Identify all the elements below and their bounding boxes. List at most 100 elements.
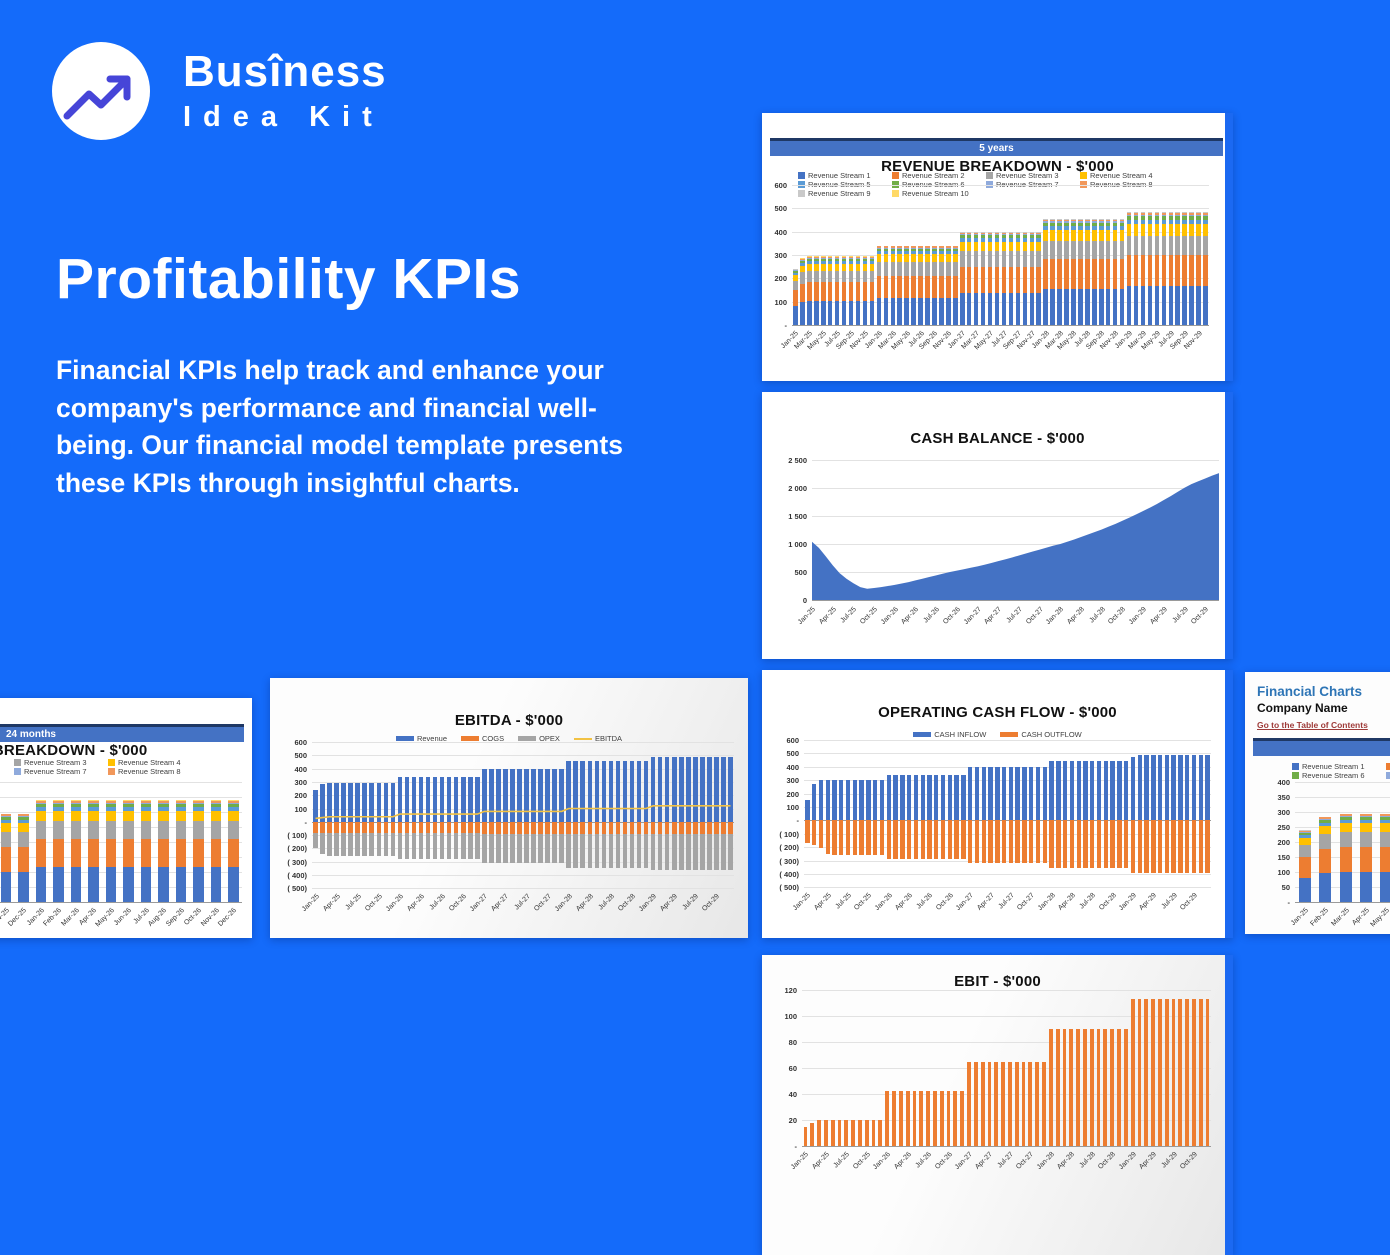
bar-segment [53,839,64,868]
bar-segment [1169,255,1174,287]
positive-bar [1165,755,1169,821]
negative-bar [630,822,635,834]
bar-segment [1175,236,1180,255]
bar-segment [1340,823,1352,832]
bar-segment [1189,236,1194,255]
positive-bar [447,777,452,822]
negative-bar [341,833,346,856]
stacked-bar [1071,219,1076,325]
stacked-bar [1009,232,1014,325]
stacked-bar [828,256,833,325]
bar-segment [988,251,993,267]
bar-segment [123,839,134,868]
bar-segment [1064,289,1069,325]
sheet-edge-stripe [1225,670,1233,938]
bar-segment [1134,236,1139,255]
bar-segment [953,276,958,298]
positive-bar [1124,761,1128,821]
positive-bar [907,775,911,821]
bar-segment [842,264,847,271]
ebit-bar [988,1062,992,1147]
negative-bar [447,833,452,859]
bar-segment [849,271,854,283]
positive-bar [927,775,931,821]
bar-segment [1036,251,1041,267]
positive-bar [503,769,508,822]
bar-segment [36,821,47,838]
bar-segment [211,867,222,902]
bar-segment [807,271,812,283]
bar-segment [953,254,958,262]
bar-segment [863,301,868,324]
negative-bar [398,822,403,834]
positive-bar [440,777,445,822]
negative-bar [559,834,564,864]
stacked-bar [1064,219,1069,325]
y-tick-label: 200 [1245,838,1290,847]
bar-segment [849,301,854,324]
negative-bar [552,834,557,864]
ebit-bar [926,1091,930,1146]
bar-segment [863,264,868,271]
bar-segment [995,242,1000,251]
negative-bar [679,822,684,834]
stacked-bar [1016,232,1021,325]
negative-bar [1117,820,1121,868]
gridline [812,600,1219,601]
bar-segment [1078,259,1083,289]
bar-segment [1120,259,1125,289]
bar-segment [176,821,187,838]
bar-segment [1057,230,1062,241]
y-tick-label: 400 [1245,778,1290,787]
bar-segment [123,811,134,821]
bar-segment [1071,241,1076,259]
ebit-bar [1042,1062,1046,1147]
gridline [792,185,1209,186]
bar-segment [974,251,979,267]
positive-bar [1049,761,1053,821]
bar-segment [1050,241,1055,259]
bar-segment [1155,286,1160,324]
negative-bar [672,822,677,834]
gridline [804,887,1211,888]
bar-segment [1162,286,1167,324]
bar-segment [1009,251,1014,267]
positive-bar [728,757,733,822]
bar-segment [1182,255,1187,287]
bar-segment [176,811,187,821]
bar-segment [974,267,979,293]
bar-segment [1120,289,1125,325]
negative-bar [468,822,473,834]
bar-segment [807,282,812,301]
bar-segment [1141,286,1146,324]
negative-bar [334,822,339,833]
y-tick-label: 600 [762,736,799,745]
bar-segment [891,276,896,298]
stacked-bar [946,246,951,325]
y-tick-label: 500 [270,751,307,760]
bar-segment [877,254,882,262]
bar-segment [1141,224,1146,235]
cash-balance-area [762,392,1221,602]
bar-segment [988,293,993,325]
stacked-bar [884,246,889,325]
positive-bar [482,769,487,822]
bar-segment [1106,259,1111,289]
bar-segment [842,271,847,283]
bar-segment [1064,241,1069,259]
bar-segment [228,821,239,838]
negative-bar [941,820,945,859]
positive-bar [686,757,691,822]
negative-bar [454,833,459,859]
positive-bar [433,777,438,822]
positive-bar [391,783,396,822]
bar-segment [960,251,965,267]
stacked-bar [53,800,64,902]
gridline [1295,782,1390,783]
stacked-bar [1175,212,1180,325]
bar-segment [960,267,965,293]
bar-segment [814,301,819,324]
bar-segment [842,301,847,324]
